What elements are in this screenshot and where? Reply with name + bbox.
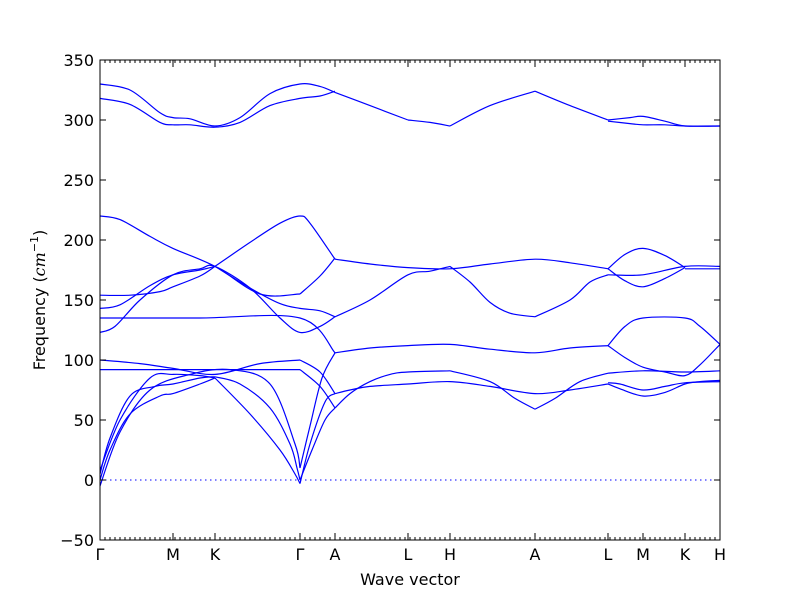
band-line-1 (99, 83, 336, 127)
band-line-10 (299, 257, 336, 295)
y-tick-label: 250 (63, 171, 94, 190)
band-line-12 (334, 258, 609, 270)
band-line-17 (99, 265, 216, 297)
band-line-41 (99, 372, 216, 471)
band-line-20 (214, 265, 336, 318)
x-tick-label: M (636, 545, 650, 564)
band-line-24 (100, 314, 336, 354)
band-line-9 (99, 215, 301, 297)
band-line-4 (449, 90, 536, 127)
band-line-43 (214, 376, 301, 481)
band-line-42 (214, 377, 301, 484)
x-tick-label: H (714, 545, 726, 564)
x-tick-label: Γ (96, 545, 105, 564)
band-line-5 (534, 90, 609, 121)
band-line-33 (334, 370, 451, 409)
band-line-8 (607, 120, 721, 127)
band-line-13 (607, 247, 686, 270)
x-tick-label: Γ (296, 545, 305, 564)
y-tick-label: 50 (74, 411, 94, 430)
band-line-2 (334, 91, 409, 121)
band-line-15 (607, 265, 721, 277)
x-tick-label: M (166, 545, 180, 564)
y-axis-label-text: Frequency ( (30, 276, 49, 370)
y-axis-label-exponent: −1 (28, 236, 41, 252)
y-axis-label-unit: cm (30, 252, 49, 276)
band-line-44 (99, 368, 301, 487)
band-line-25 (334, 343, 609, 354)
y-axis-label-close: ) (30, 230, 49, 236)
band-line-23 (534, 274, 609, 318)
band-line-37 (607, 381, 721, 391)
band-line-31 (299, 369, 336, 409)
band-line-32 (334, 380, 609, 395)
band-lines (99, 83, 721, 487)
band-line-27 (607, 343, 721, 377)
band-line-7 (99, 90, 336, 128)
band-line-35 (534, 372, 609, 410)
y-tick-label: −50 (60, 531, 94, 550)
y-tick-label: 0 (84, 471, 94, 490)
y-tick-label: 200 (63, 231, 94, 250)
band-line-46 (299, 407, 336, 481)
y-axis-ticks: −50 0 50 100 150 200 250 300 350 (60, 51, 720, 550)
band-line-47 (299, 352, 336, 469)
x-tick-label: K (210, 545, 221, 564)
band-line-11 (214, 215, 336, 267)
y-axis-label: Frequency (cm−1) (28, 230, 49, 371)
x-tick-label: H (444, 545, 456, 564)
band-line-14 (607, 267, 686, 288)
x-tick-label: L (604, 545, 613, 564)
plot-frame (99, 59, 721, 541)
x-tick-label: A (530, 545, 541, 564)
x-tick-label: K (680, 545, 691, 564)
band-line-3 (407, 119, 451, 127)
x-tick-label: L (404, 545, 413, 564)
x-axis-label: Wave vector (360, 570, 460, 589)
y-tick-label: 350 (63, 51, 94, 70)
band-line-38 (607, 379, 721, 397)
band-line-45 (299, 393, 336, 484)
band-line-22 (449, 265, 536, 318)
band-line-26 (607, 316, 721, 346)
band-line-19 (99, 264, 336, 334)
band-line-21 (334, 265, 451, 318)
y-tick-label: 100 (63, 351, 94, 370)
band-line-34 (449, 370, 536, 410)
band-line-28 (99, 359, 301, 376)
band-line-39 (99, 377, 216, 481)
band-line-18 (99, 265, 216, 309)
band-line-30 (299, 359, 336, 394)
y-tick-label: 300 (63, 111, 94, 130)
x-tick-label: A (330, 545, 341, 564)
y-tick-label: 150 (63, 291, 94, 310)
band-line-36 (607, 370, 721, 374)
